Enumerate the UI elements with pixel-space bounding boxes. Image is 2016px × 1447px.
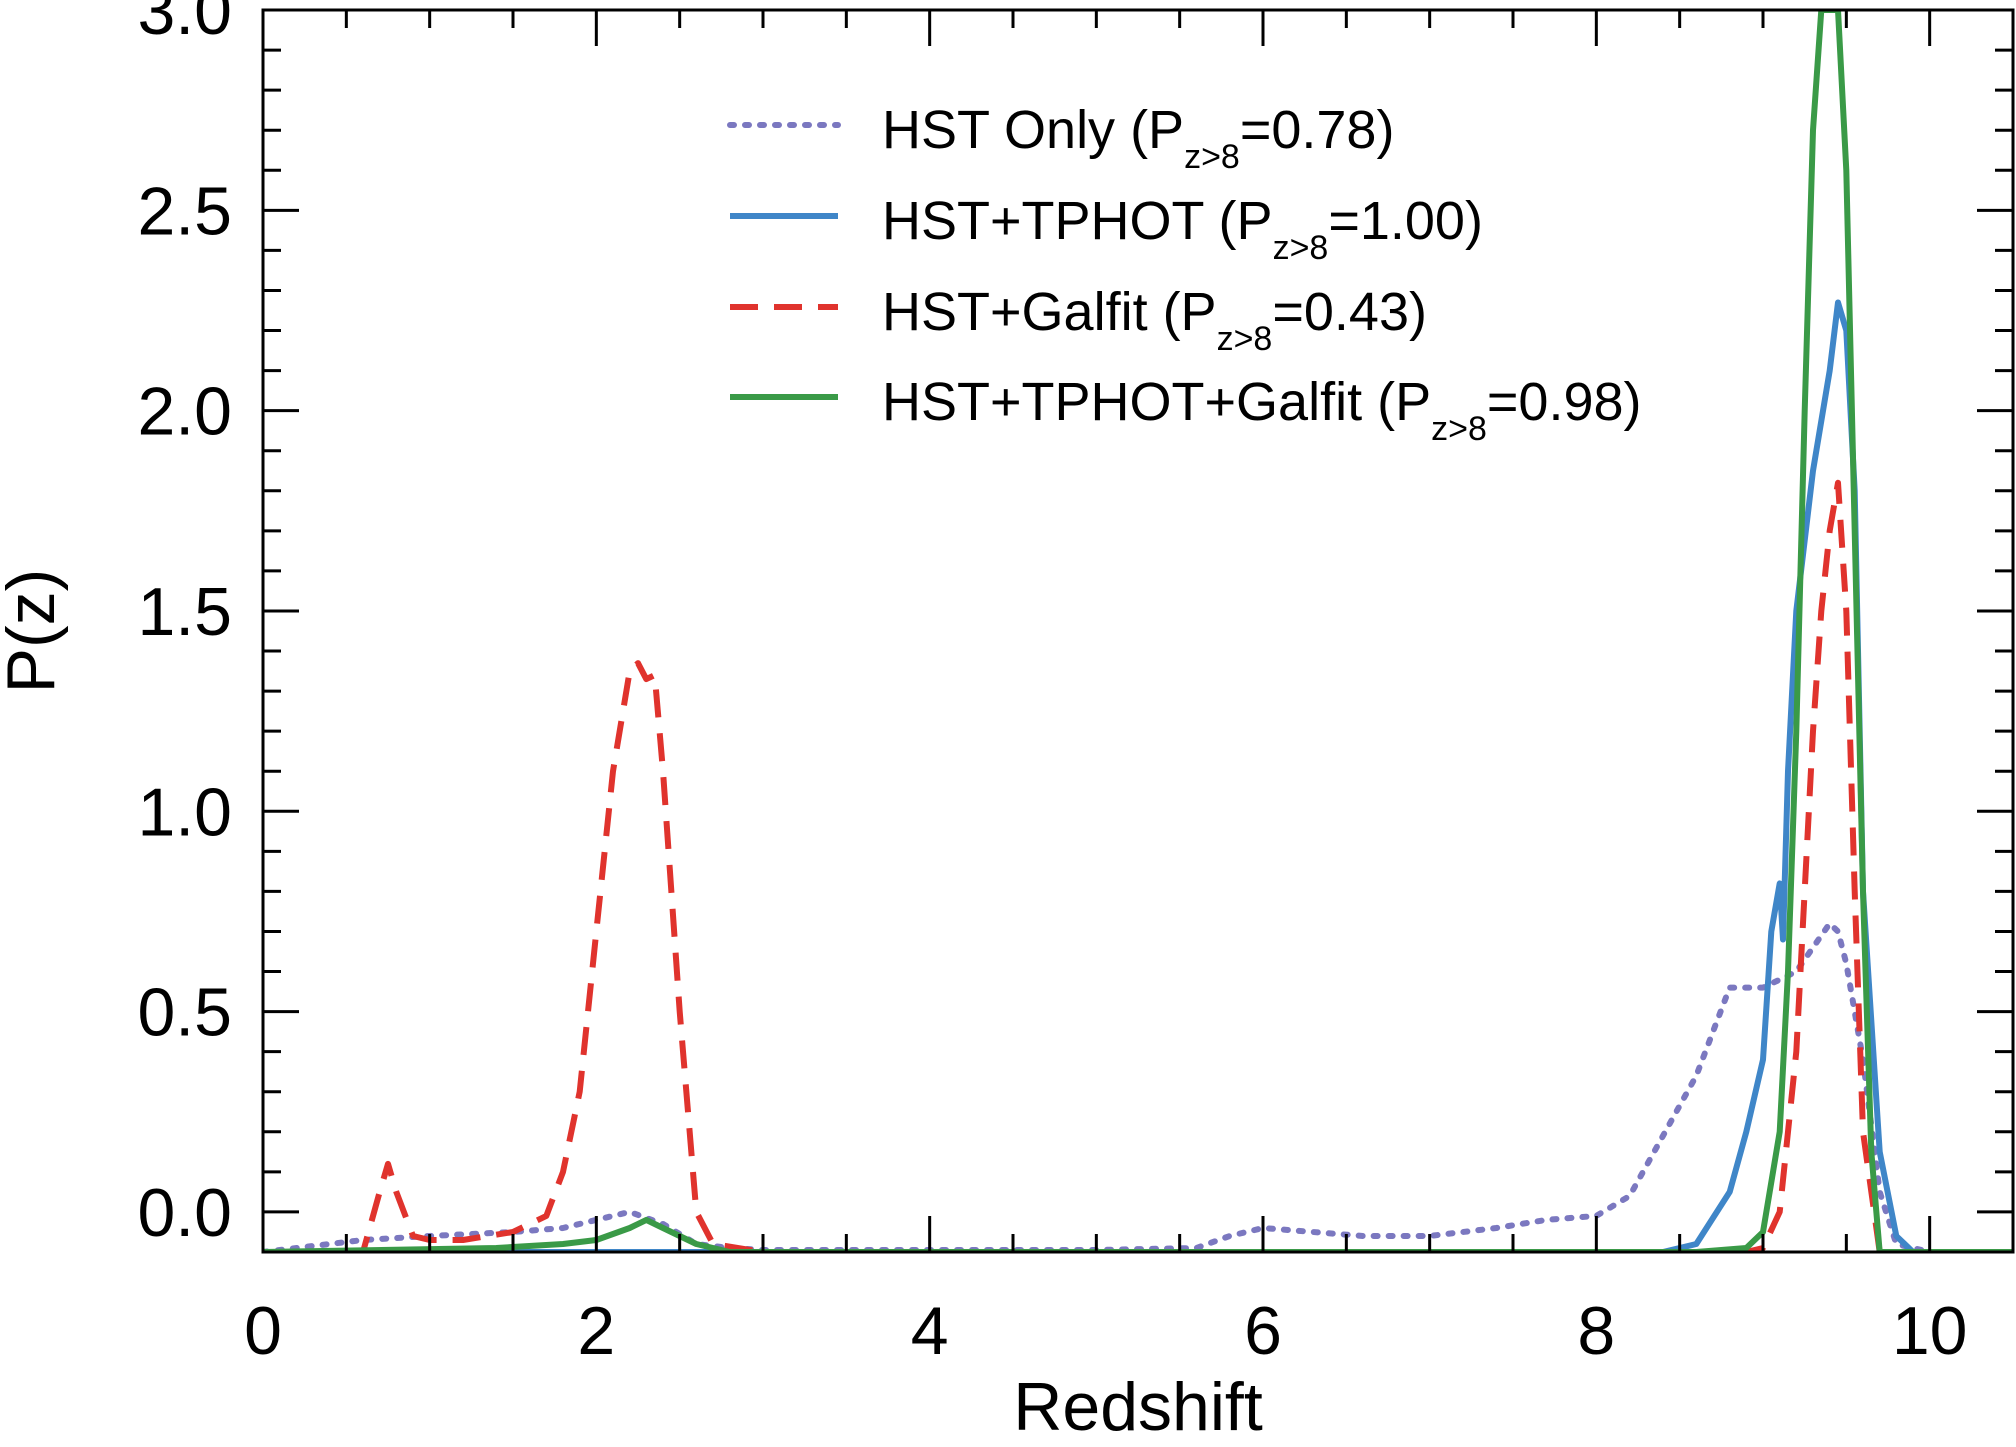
legend-label-2: HST+Galfit (Pz>8=0.43) (882, 282, 1427, 358)
tick-labels-layer: 0 2 4 6 8 10 0.0 0.5 1.0 1.5 2.0 2.5 3.0 (137, 0, 1967, 1369)
y-tick-label: 1.0 (137, 774, 232, 850)
x-tick-label: 6 (1244, 1293, 1282, 1369)
x-tick-label: 0 (244, 1293, 282, 1369)
y-tick-label: 2.5 (137, 173, 232, 249)
series-line-0 (263, 920, 2013, 1252)
x-tick-label: 10 (1892, 1293, 1968, 1369)
y-tick-label: 3.0 (137, 0, 232, 49)
y-tick-label: 1.5 (137, 574, 232, 650)
plot-frame (261, 8, 2015, 1254)
y-tick-label: 0.0 (137, 1175, 232, 1251)
legend-label-3: HST+TPHOT+Galfit (Pz>8=0.98) (882, 372, 1642, 448)
y-tick-label: 2.0 (137, 374, 232, 450)
x-tick-label: 2 (577, 1293, 615, 1369)
x-tick-label: 8 (1577, 1293, 1615, 1369)
series-line-3 (263, 10, 2013, 1252)
legend-label-0: HST Only (Pz>8=0.78) (882, 100, 1394, 176)
series-line-1 (263, 299, 2013, 1252)
y-axis-label: P(z) (0, 569, 69, 694)
ticks-layer (261, 8, 2013, 1254)
legend: HST Only (Pz>8=0.78) HST+TPHOT (Pz>8=1.00… (727, 100, 1642, 448)
series-line-2 (263, 479, 2013, 1252)
x-tick-label: 4 (911, 1293, 949, 1369)
y-tick-label: 0.5 (137, 975, 232, 1051)
legend-label-1: HST+TPHOT (Pz>8=1.00) (882, 191, 1483, 267)
x-axis-label: Redshift (1013, 1369, 1263, 1445)
